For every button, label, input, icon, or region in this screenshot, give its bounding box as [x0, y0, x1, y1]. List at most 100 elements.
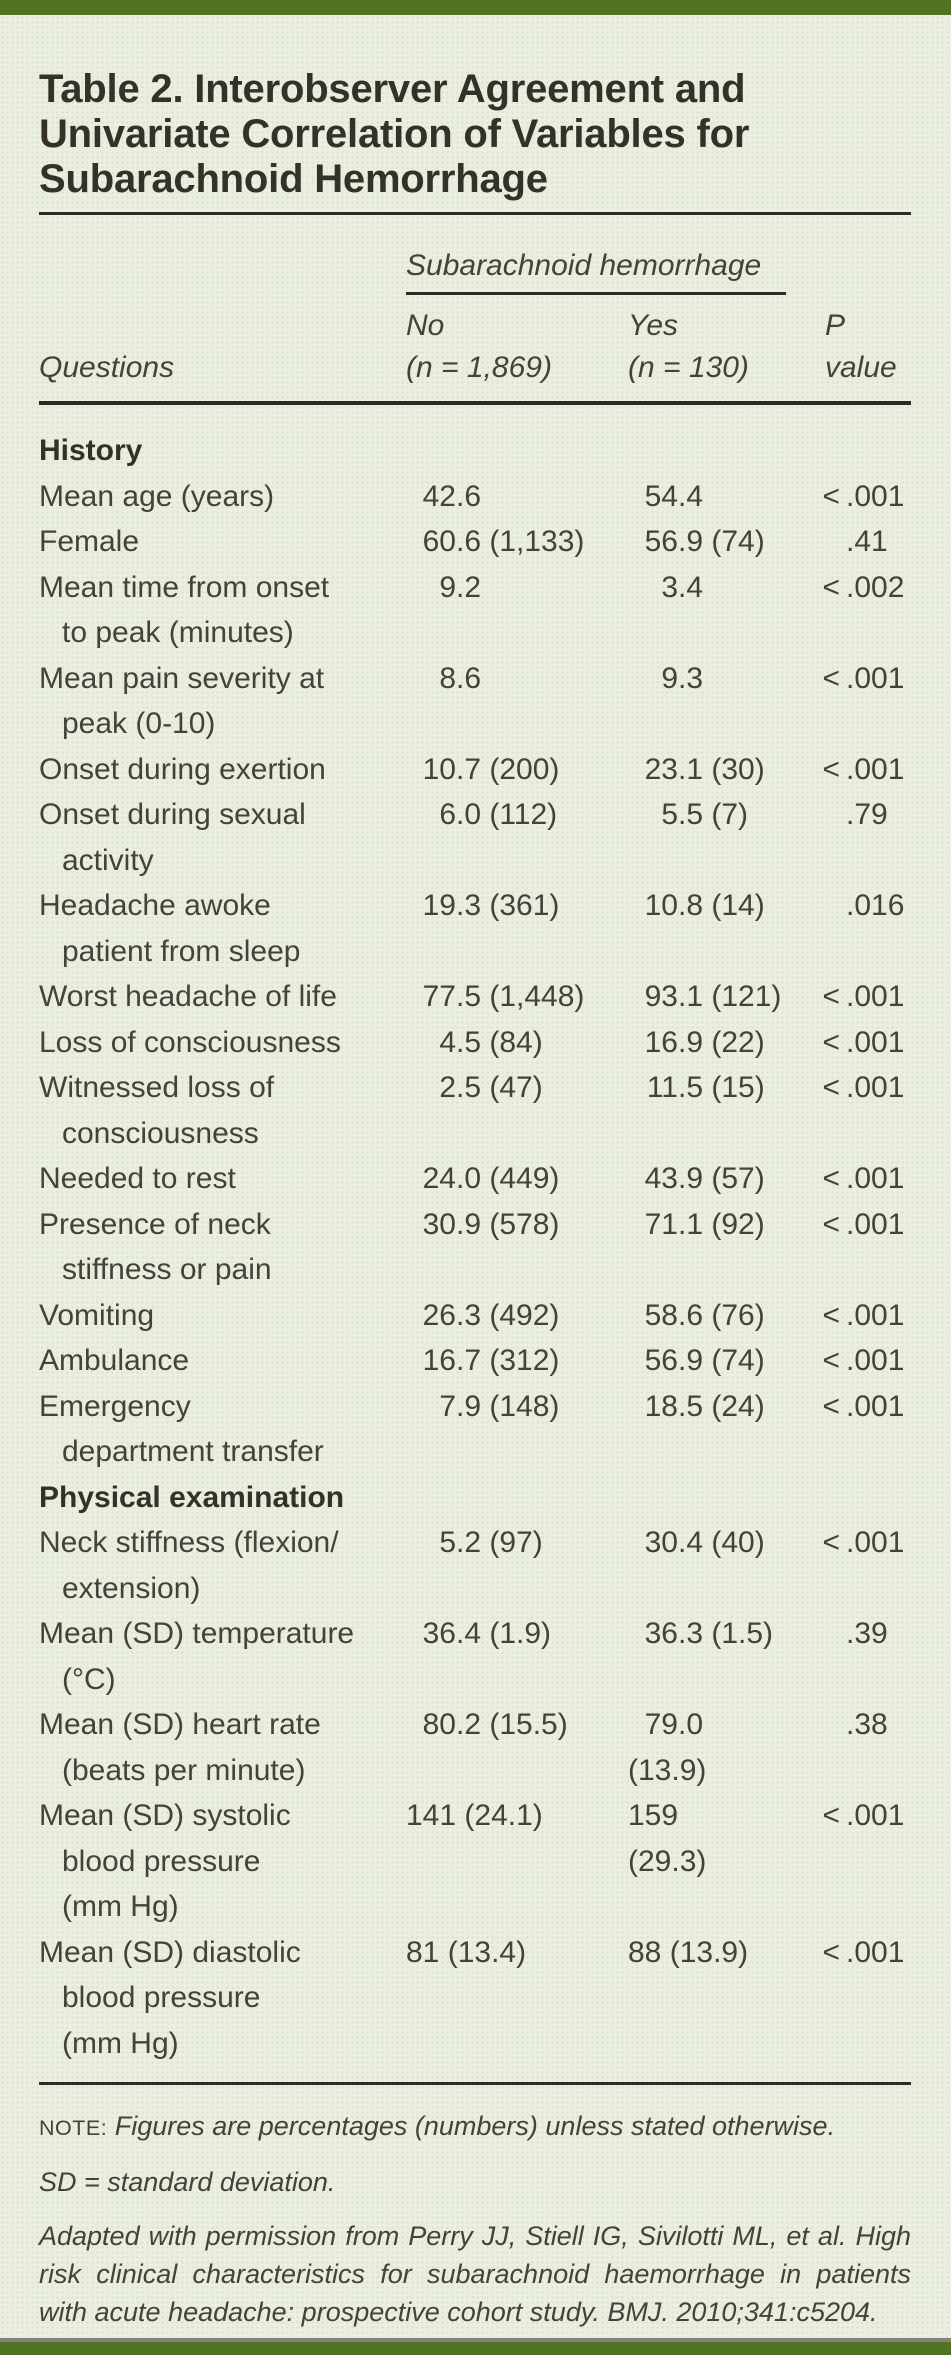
yes-value-cell: 3.4: [661, 570, 704, 604]
p-value-cell: < .001: [822, 1526, 905, 1559]
footer-divider: [39, 2082, 911, 2085]
table-content: Table 2. Interobserver Agreement and Univ…: [0, 15, 951, 2331]
no-value-cell: 141 (24.1): [406, 1799, 543, 1832]
yes-value-cell: 58.6 (76): [644, 1298, 765, 1332]
no-value-cell: 16.7 (312): [422, 1344, 560, 1377]
p-value-cell: < .001: [822, 1207, 905, 1241]
column-header-questions: Questions: [39, 351, 175, 384]
question-cell: Worst headache of life: [39, 980, 337, 1013]
p-value-cell: < .001: [822, 479, 905, 513]
no-value-cell: 81 (13.4): [406, 1935, 527, 1969]
column-header-no-line2: (n = 1,869): [406, 351, 552, 384]
question-cell: Mean (SD) diastolic blood pressure (mm Hg): [39, 1935, 301, 2060]
table-title: Table 2. Interobserver Agreement and Univ…: [39, 67, 911, 202]
yes-value-cell: 79.0 (13.9): [628, 1708, 707, 1787]
p-value-cell: < .002: [822, 570, 905, 604]
p-value-cell: < .001: [822, 1935, 905, 1969]
question-cell: Headache awoke patient from sleep: [39, 889, 301, 968]
p-value-cell: < .001: [822, 1162, 905, 1195]
section-header-row: Physical examination: [39, 1480, 345, 1514]
question-cell: Onset during exertion: [39, 752, 326, 786]
yes-value-cell: 16.9 (22): [644, 1025, 765, 1059]
no-value-cell: 77.5 (1,448): [422, 980, 585, 1013]
column-header-yes: Yes (n = 130): [620, 305, 802, 389]
table-row: Needed to rest 24.0 (449) 43.9 (57) < .001: [39, 1156, 911, 1202]
table-row: Presence of neck stiffness or pain 30.9 (5…: [39, 1202, 911, 1293]
table-row: Mean (SD) heart rate (beats per minute) 80…: [39, 1702, 911, 1793]
question-cell: Female: [39, 525, 140, 558]
table-row: Female 60.6 (1,133) 56.9 (74) .41: [39, 519, 911, 565]
p-value-cell: < .001: [822, 661, 905, 695]
yes-value-cell: 54.4: [644, 479, 704, 513]
section-header-row: History: [39, 434, 143, 467]
yes-value-cell: 5.5 (7): [661, 798, 749, 831]
yes-value-cell: 56.9 (74): [644, 525, 765, 558]
question-cell: Onset during sexual activity: [39, 798, 306, 877]
question-cell: Vomiting: [39, 1298, 155, 1332]
yes-value-cell: 159 (29.3): [628, 1799, 707, 1878]
no-value-cell: 30.9 (578): [422, 1207, 560, 1241]
question-cell: Mean time from onset to peak (minutes): [39, 570, 330, 650]
yes-value-cell: 11.5 (15): [646, 1071, 765, 1104]
column-header-yes-line2: (n = 130): [628, 351, 749, 384]
yes-value-cell: 10.8 (14): [644, 889, 765, 922]
question-cell: Mean age (years): [39, 479, 275, 513]
no-value-cell: 36.4 (1.9): [422, 1617, 552, 1650]
question-cell: Presence of neck stiffness or pain: [39, 1207, 272, 1287]
title-divider: [39, 212, 911, 215]
column-header-row: Questions No (n = 1,869) Yes (n = 130) P…: [39, 305, 911, 389]
question-cell: Neck stiffness (flexion/extension): [39, 1526, 339, 1605]
p-value-cell: < .001: [822, 1799, 905, 1832]
p-value-cell: .79: [846, 798, 888, 831]
yes-value-cell: 36.3 (1.5): [644, 1617, 774, 1650]
table-row: Mean (SD) diastolic blood pressure (mm Hg)…: [39, 1930, 911, 2067]
note-footnote: NOTE: Figures are percentages (numbers) …: [39, 2107, 911, 2147]
table-row: Neck stiffness (flexion/extension) 5.2 (9…: [39, 1520, 911, 1611]
note-label: NOTE:: [39, 2116, 108, 2140]
table-header: Subarachnoid hemorrhage Questions No (n …: [39, 249, 911, 389]
table-body: History Mean age (years) 42.6 54.4 < .001 Fema…: [39, 428, 911, 2066]
table-row: Vomiting 26.3 (492) 58.6 (76) < .001: [39, 1293, 911, 1339]
question-cell: Ambulance: [39, 1344, 190, 1377]
p-value-cell: < .001: [822, 1344, 905, 1377]
table-row: Mean pain severity at peak (0-10) 8.6 9.3 <.…: [39, 656, 911, 747]
no-value-cell: 9.2: [439, 570, 482, 604]
no-value-cell: 24.0 (449): [422, 1162, 560, 1195]
bottom-accent-bar: [0, 2342, 951, 2355]
question-cell: Needed to rest: [39, 1162, 236, 1195]
question-cell: Mean pain severity at peak (0-10): [39, 661, 325, 741]
spanner-heading: Subarachnoid hemorrhage: [406, 249, 786, 295]
yes-value-cell: 23.1 (30): [644, 752, 765, 786]
question-cell: Loss of consciousness: [39, 1025, 341, 1059]
no-value-cell: 42.6: [422, 479, 482, 513]
yes-value-cell: 88 (13.9): [628, 1935, 749, 1969]
no-value-cell: 5.2 (97): [439, 1526, 543, 1559]
p-value-cell: < .001: [822, 1389, 905, 1423]
p-value-cell: < .001: [822, 1071, 905, 1104]
p-value-cell: .38: [846, 1708, 888, 1741]
table-row: Loss of consciousness 4.5 (84) 16.9 (22) <.…: [39, 1020, 911, 1066]
table-title-line: Subarachnoid Hemorrhage: [39, 157, 548, 201]
column-header-p-line1: P: [825, 309, 846, 342]
yes-value-cell: 71.1 (92): [644, 1207, 765, 1241]
adapted-citation: Adapted with permission from Perry JJ, S…: [39, 2221, 911, 2327]
table-row: Mean (SD) systolic blood pressure (mm Hg) 1…: [39, 1793, 911, 1930]
table-row: Ambulance 16.7 (312) 56.9 (74) < .001: [39, 1338, 911, 1384]
question-cell: Emergency department transfer: [39, 1389, 324, 1469]
p-value-cell: < .001: [822, 1298, 905, 1332]
table-title-line: Table 2. Interobserver Agreement and: [39, 67, 746, 111]
bottom-divider: [0, 2338, 951, 2342]
no-value-cell: 26.3 (492): [422, 1298, 560, 1332]
yes-value-cell: 9.3: [661, 661, 704, 695]
no-value-cell: 80.2 (15.5): [422, 1708, 568, 1741]
yes-value-cell: 43.9 (57): [644, 1162, 765, 1195]
table-row: Worst headache of life 77.5 (1,448) 93.1 (…: [39, 974, 911, 1020]
yes-value-cell: 30.4 (40): [644, 1526, 765, 1559]
p-value-cell: < .001: [822, 980, 905, 1013]
sd-footnote: SD = standard deviation.: [39, 2167, 336, 2197]
no-value-cell: 6.0 (112): [439, 798, 558, 831]
note-text: Figures are percentages (numbers) unless…: [114, 2111, 836, 2141]
header-divider: [39, 401, 911, 405]
